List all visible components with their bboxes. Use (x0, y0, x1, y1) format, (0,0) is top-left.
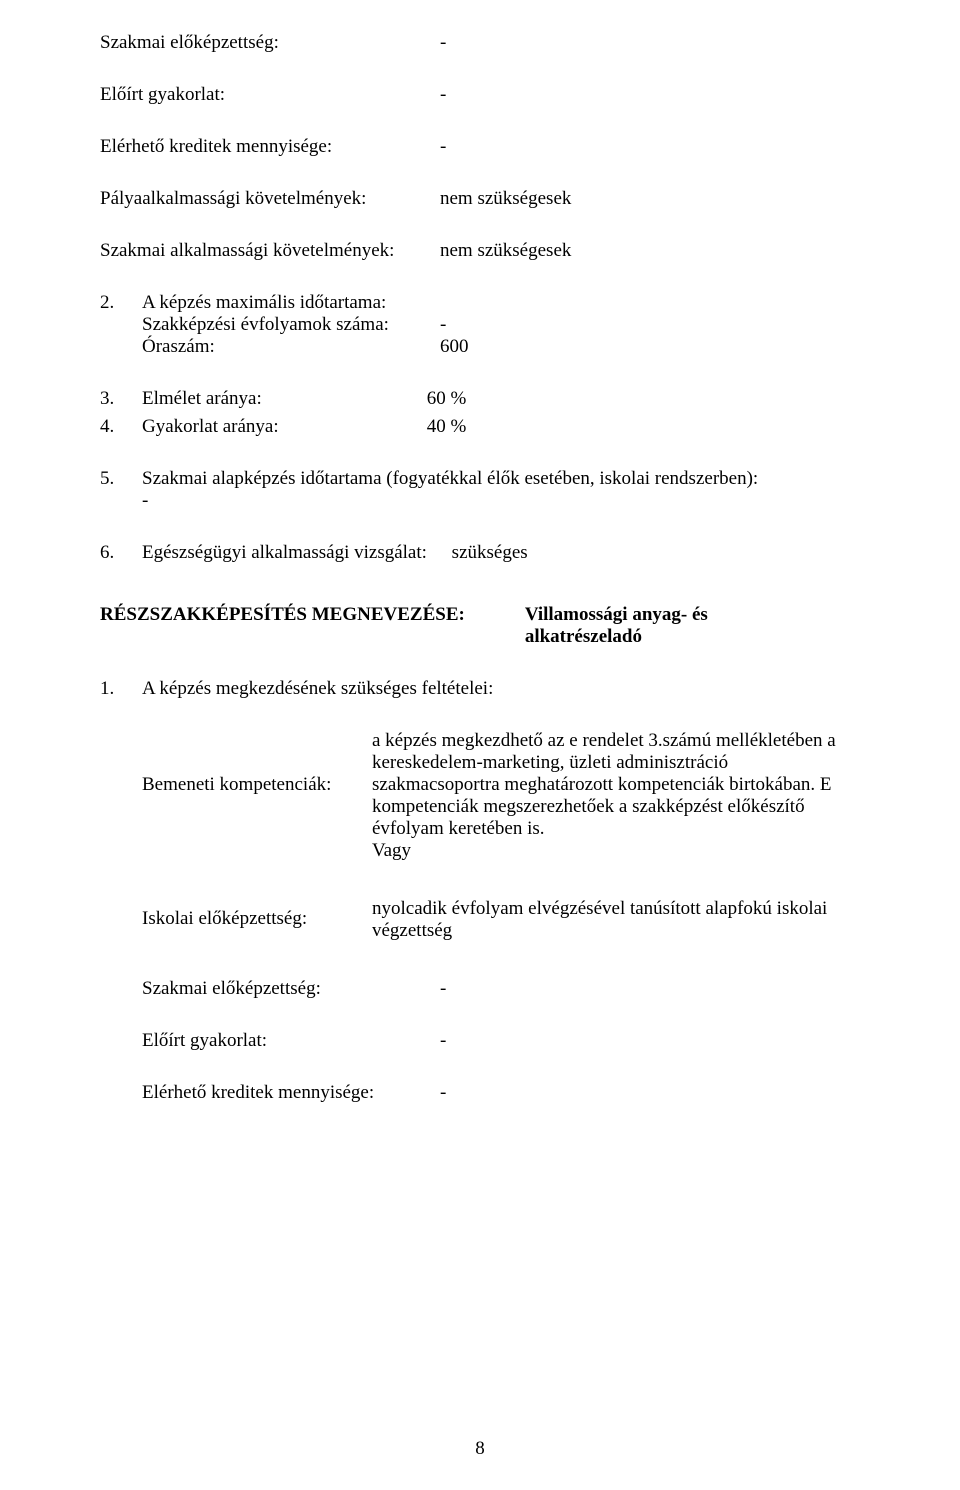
item-2-sub2-value: 600 (440, 336, 469, 358)
career-requirements-label: Pályaalkalmassági követelmények: (100, 188, 440, 210)
sub-prof-qualification-value: - (440, 978, 446, 1000)
sub-credits-value: - (440, 1082, 446, 1104)
item-4-label: Gyakorlat aránya: (142, 416, 342, 438)
item-5-number: 5. (100, 468, 142, 512)
subqualification-heading-value: Villamossági anyag- és alkatrészeladó (525, 604, 805, 648)
credits-label: Elérhető kreditek mennyisége: (100, 136, 440, 158)
item-5-dash: - (142, 490, 860, 512)
sub-required-practice-value: - (440, 1030, 446, 1052)
sub-required-practice-label: Előírt gyakorlat: (142, 1030, 440, 1052)
sub-item-1-number: 1. (100, 678, 142, 700)
page-number: 8 (0, 1438, 960, 1460)
subqualification-heading-label: RÉSZSZAKKÉPESÍTÉS MEGNEVEZÉSE: (100, 604, 465, 648)
item-2-sub1-label: Szakképzési évfolyamok száma: (142, 314, 440, 336)
item-3-value: 60 % (427, 388, 467, 410)
item-2-sub2-label: Óraszám: (142, 336, 440, 358)
prof-qualification-value: - (440, 32, 446, 54)
career-requirements-value: nem szükségesek (440, 188, 571, 210)
professional-requirements-label: Szakmai alkalmassági követelmények: (100, 240, 440, 262)
schooling-label: Iskolai előképzettség: (142, 898, 372, 942)
item-2-number: 2. (100, 292, 142, 358)
credits-value: - (440, 136, 446, 158)
sub-credits-label: Elérhető kreditek mennyisége: (142, 1082, 440, 1104)
item-5-text: Szakmai alapképzés időtartama (fogyatékk… (142, 468, 860, 490)
item-3-number: 3. (100, 388, 142, 410)
item-2-title: A képzés maximális időtartama: (142, 292, 860, 314)
prof-qualification-label: Szakmai előképzettség: (100, 32, 440, 54)
item-3-label: Elmélet aránya: (142, 388, 342, 410)
input-competencies-label: Bemeneti kompetenciák: (142, 730, 372, 862)
required-practice-label: Előírt gyakorlat: (100, 84, 440, 106)
professional-requirements-value: nem szükségesek (440, 240, 571, 262)
input-competencies-value: a képzés megkezdhető az e rendelet 3.szá… (372, 730, 860, 862)
item-2-sub1-value: - (440, 314, 446, 336)
sub-prof-qualification-label: Szakmai előképzettség: (142, 978, 440, 1000)
item-4-number: 4. (100, 416, 142, 438)
sub-item-1-text: A képzés megkezdésének szükséges feltéte… (142, 678, 860, 700)
item-4-value: 40 % (427, 416, 467, 438)
schooling-value: nyolcadik évfolyam elvégzésével tanúsíto… (372, 898, 860, 942)
required-practice-value: - (440, 84, 446, 106)
item-6-number: 6. (100, 542, 142, 564)
item-6-value: szükséges (452, 542, 528, 563)
item-6-label: Egészségügyi alkalmassági vizsgálat: (142, 542, 427, 563)
